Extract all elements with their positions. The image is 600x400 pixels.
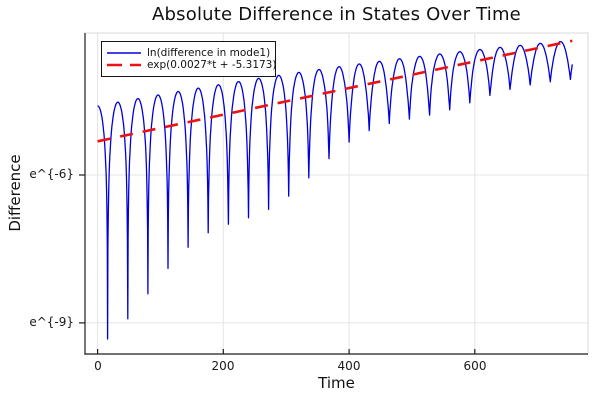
legend-line-sample-dashed <box>107 64 141 67</box>
x-tick-label-400: 400 <box>337 359 361 373</box>
x-tick-label-600: 600 <box>463 359 487 373</box>
y-tick-label-e-9: e^{-9} <box>29 315 74 329</box>
y-tick-label-e-6: e^{-6} <box>29 167 74 181</box>
chart-title: Absolute Difference in States Over Time <box>152 4 521 25</box>
legend: ln(difference in mode1) exp(0.0027*t + -… <box>101 41 276 77</box>
x-tick-label-0: 0 <box>94 359 102 373</box>
legend-item-difference: ln(difference in mode1) <box>106 46 271 59</box>
legend-label-fit: exp(0.0027*t + -5.3173) <box>147 59 277 71</box>
legend-item-fit: exp(0.0027*t + -5.3173) <box>106 60 276 71</box>
y-axis-label: Difference <box>6 154 24 232</box>
x-axis-label: Time <box>318 374 355 392</box>
legend-label-difference: ln(difference in mode1) <box>147 46 271 59</box>
legend-line-sample-solid <box>107 51 141 54</box>
x-tick-label-200: 200 <box>211 359 235 373</box>
